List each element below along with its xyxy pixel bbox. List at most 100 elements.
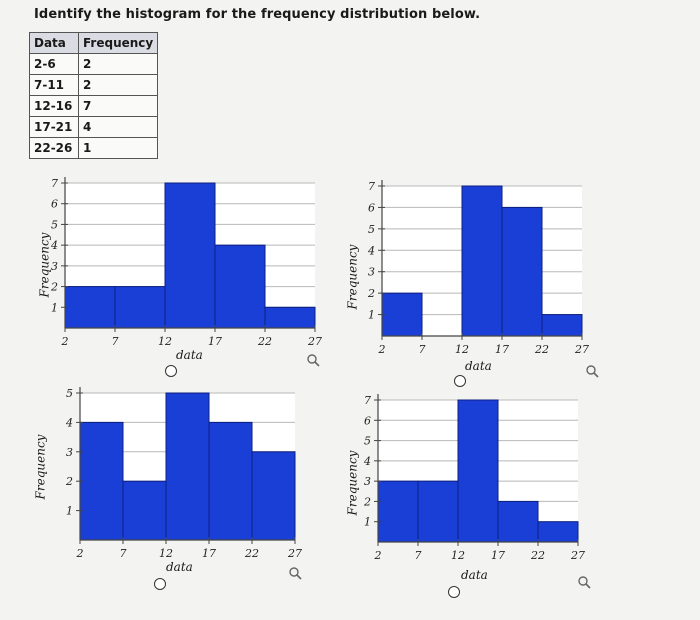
x-tick-label: 22: [534, 343, 549, 356]
y-tick-label: 5: [364, 435, 371, 448]
y-tick-label: 4: [363, 455, 371, 468]
option-a-radio[interactable]: [165, 365, 177, 377]
y-tick-label: 6: [51, 198, 58, 211]
x-axis-label: data: [461, 568, 488, 582]
header-frequency: Frequency: [77, 32, 159, 54]
x-axis-label: data: [465, 359, 492, 373]
option-c-radio[interactable]: [154, 578, 166, 590]
histogram-option-b: 1 2 3 4 5 6 7 2 7 12 17 22 27 Frequency data: [330, 178, 660, 408]
x-tick-label: 7: [419, 343, 426, 356]
table-row: 12-16 7: [29, 95, 159, 117]
histogram-bar: [501, 206, 543, 337]
x-axis-label: data: [176, 348, 203, 362]
header-data: Data: [29, 32, 79, 54]
y-tick-label: 3: [368, 266, 375, 279]
y-tick-label: 7: [51, 177, 58, 190]
zoom-icon[interactable]: [306, 353, 320, 367]
x-tick-label: 2: [76, 547, 84, 560]
x-tick-label: 17: [495, 343, 509, 356]
y-tick-label: 1: [51, 301, 58, 314]
zoom-icon[interactable]: [288, 566, 302, 580]
y-tick-label: 4: [50, 239, 58, 252]
y-tick-label: 5: [368, 223, 375, 236]
histogram-bar: [122, 480, 167, 541]
histogram-bar: [461, 185, 503, 337]
x-tick-label: 17: [202, 547, 216, 560]
x-tick-label: 7: [120, 547, 127, 560]
y-tick-label: 7: [364, 394, 371, 407]
histogram-bar: [457, 399, 499, 543]
x-tick-label: 22: [257, 335, 272, 348]
x-tick-label: 12: [451, 549, 465, 562]
x-tick-label: 2: [61, 335, 69, 348]
histogram-bar: [114, 286, 166, 329]
y-tick-label: 3: [51, 260, 58, 273]
y-axis-label: Frequency: [33, 434, 48, 500]
x-tick-label: 17: [491, 549, 505, 562]
x-tick-label: 7: [415, 549, 422, 562]
question-text: Identify the histogram for the frequency…: [34, 7, 481, 22]
x-tick-label: 22: [244, 547, 259, 560]
table-header-row: Data Frequency: [29, 32, 159, 54]
y-tick-label: 2: [367, 287, 375, 300]
x-axis-label: data: [166, 560, 193, 574]
cell-frequency: 2: [77, 74, 159, 96]
histogram-option-d: 1 2 3 4 5 6 7 2 7 12 17 22 27 Frequency data: [330, 390, 660, 620]
histogram-bar: [251, 451, 296, 541]
x-tick-label: 7: [112, 335, 119, 348]
x-tick-label: 2: [374, 549, 382, 562]
y-axis-label: Frequency: [345, 450, 360, 516]
cell-data: 2-6: [29, 53, 79, 75]
zoom-icon[interactable]: [585, 364, 599, 378]
x-tick-label: 12: [455, 343, 469, 356]
cell-frequency: 1: [77, 137, 159, 159]
histogram-bar: [541, 314, 583, 337]
table-row: 17-21 4: [29, 116, 159, 138]
x-tick-label: 17: [208, 335, 222, 348]
cell-data: 22-26: [29, 137, 79, 159]
option-b-radio[interactable]: [454, 375, 466, 387]
y-tick-label: 4: [367, 244, 375, 257]
histogram-bar: [79, 421, 124, 541]
y-tick-label: 1: [66, 505, 73, 518]
histogram-option-a: 1 2 3 4 5 6 7 2 7 12 17 22 27 Frequency data: [20, 168, 350, 398]
cell-frequency: 4: [77, 116, 159, 138]
y-tick-label: 6: [368, 201, 375, 214]
histogram-bar: [537, 521, 579, 543]
y-tick-label: 7: [368, 180, 375, 193]
y-tick-label: 2: [65, 475, 73, 488]
cell-frequency: 7: [77, 95, 159, 117]
histogram-bar: [264, 306, 316, 329]
x-tick-label: 12: [158, 335, 172, 348]
histogram-bar: [64, 286, 116, 329]
cell-data: 12-16: [29, 95, 79, 117]
y-tick-label: 4: [65, 416, 73, 429]
y-tick-label: 1: [364, 516, 371, 529]
y-tick-label: 6: [364, 414, 371, 427]
x-tick-label: 27: [287, 547, 302, 560]
x-tick-label: 22: [530, 549, 545, 562]
y-tick-label: 2: [50, 281, 58, 294]
y-tick-label: 2: [363, 495, 371, 508]
x-tick-label: 12: [159, 547, 173, 560]
histogram-bar: [164, 182, 216, 329]
option-d-radio[interactable]: [448, 586, 460, 598]
y-axis-label: Frequency: [37, 232, 52, 298]
histogram-bar: [497, 500, 539, 543]
histogram-bar: [377, 480, 419, 543]
y-axis-label: Frequency: [345, 244, 360, 310]
histogram-bar: [165, 392, 210, 541]
x-tick-label: 27: [574, 343, 589, 356]
table-row: 2-6 2: [29, 53, 159, 75]
y-tick-label: 1: [368, 309, 375, 322]
x-tick-label: 2: [378, 343, 386, 356]
histogram-option-c: 1 2 3 4 5 2 7 12 17 22 27 Frequency data: [20, 378, 350, 608]
x-tick-label: 27: [307, 335, 322, 348]
y-tick-label: 5: [66, 387, 73, 400]
histogram-bar: [417, 480, 459, 543]
zoom-icon[interactable]: [577, 575, 591, 589]
